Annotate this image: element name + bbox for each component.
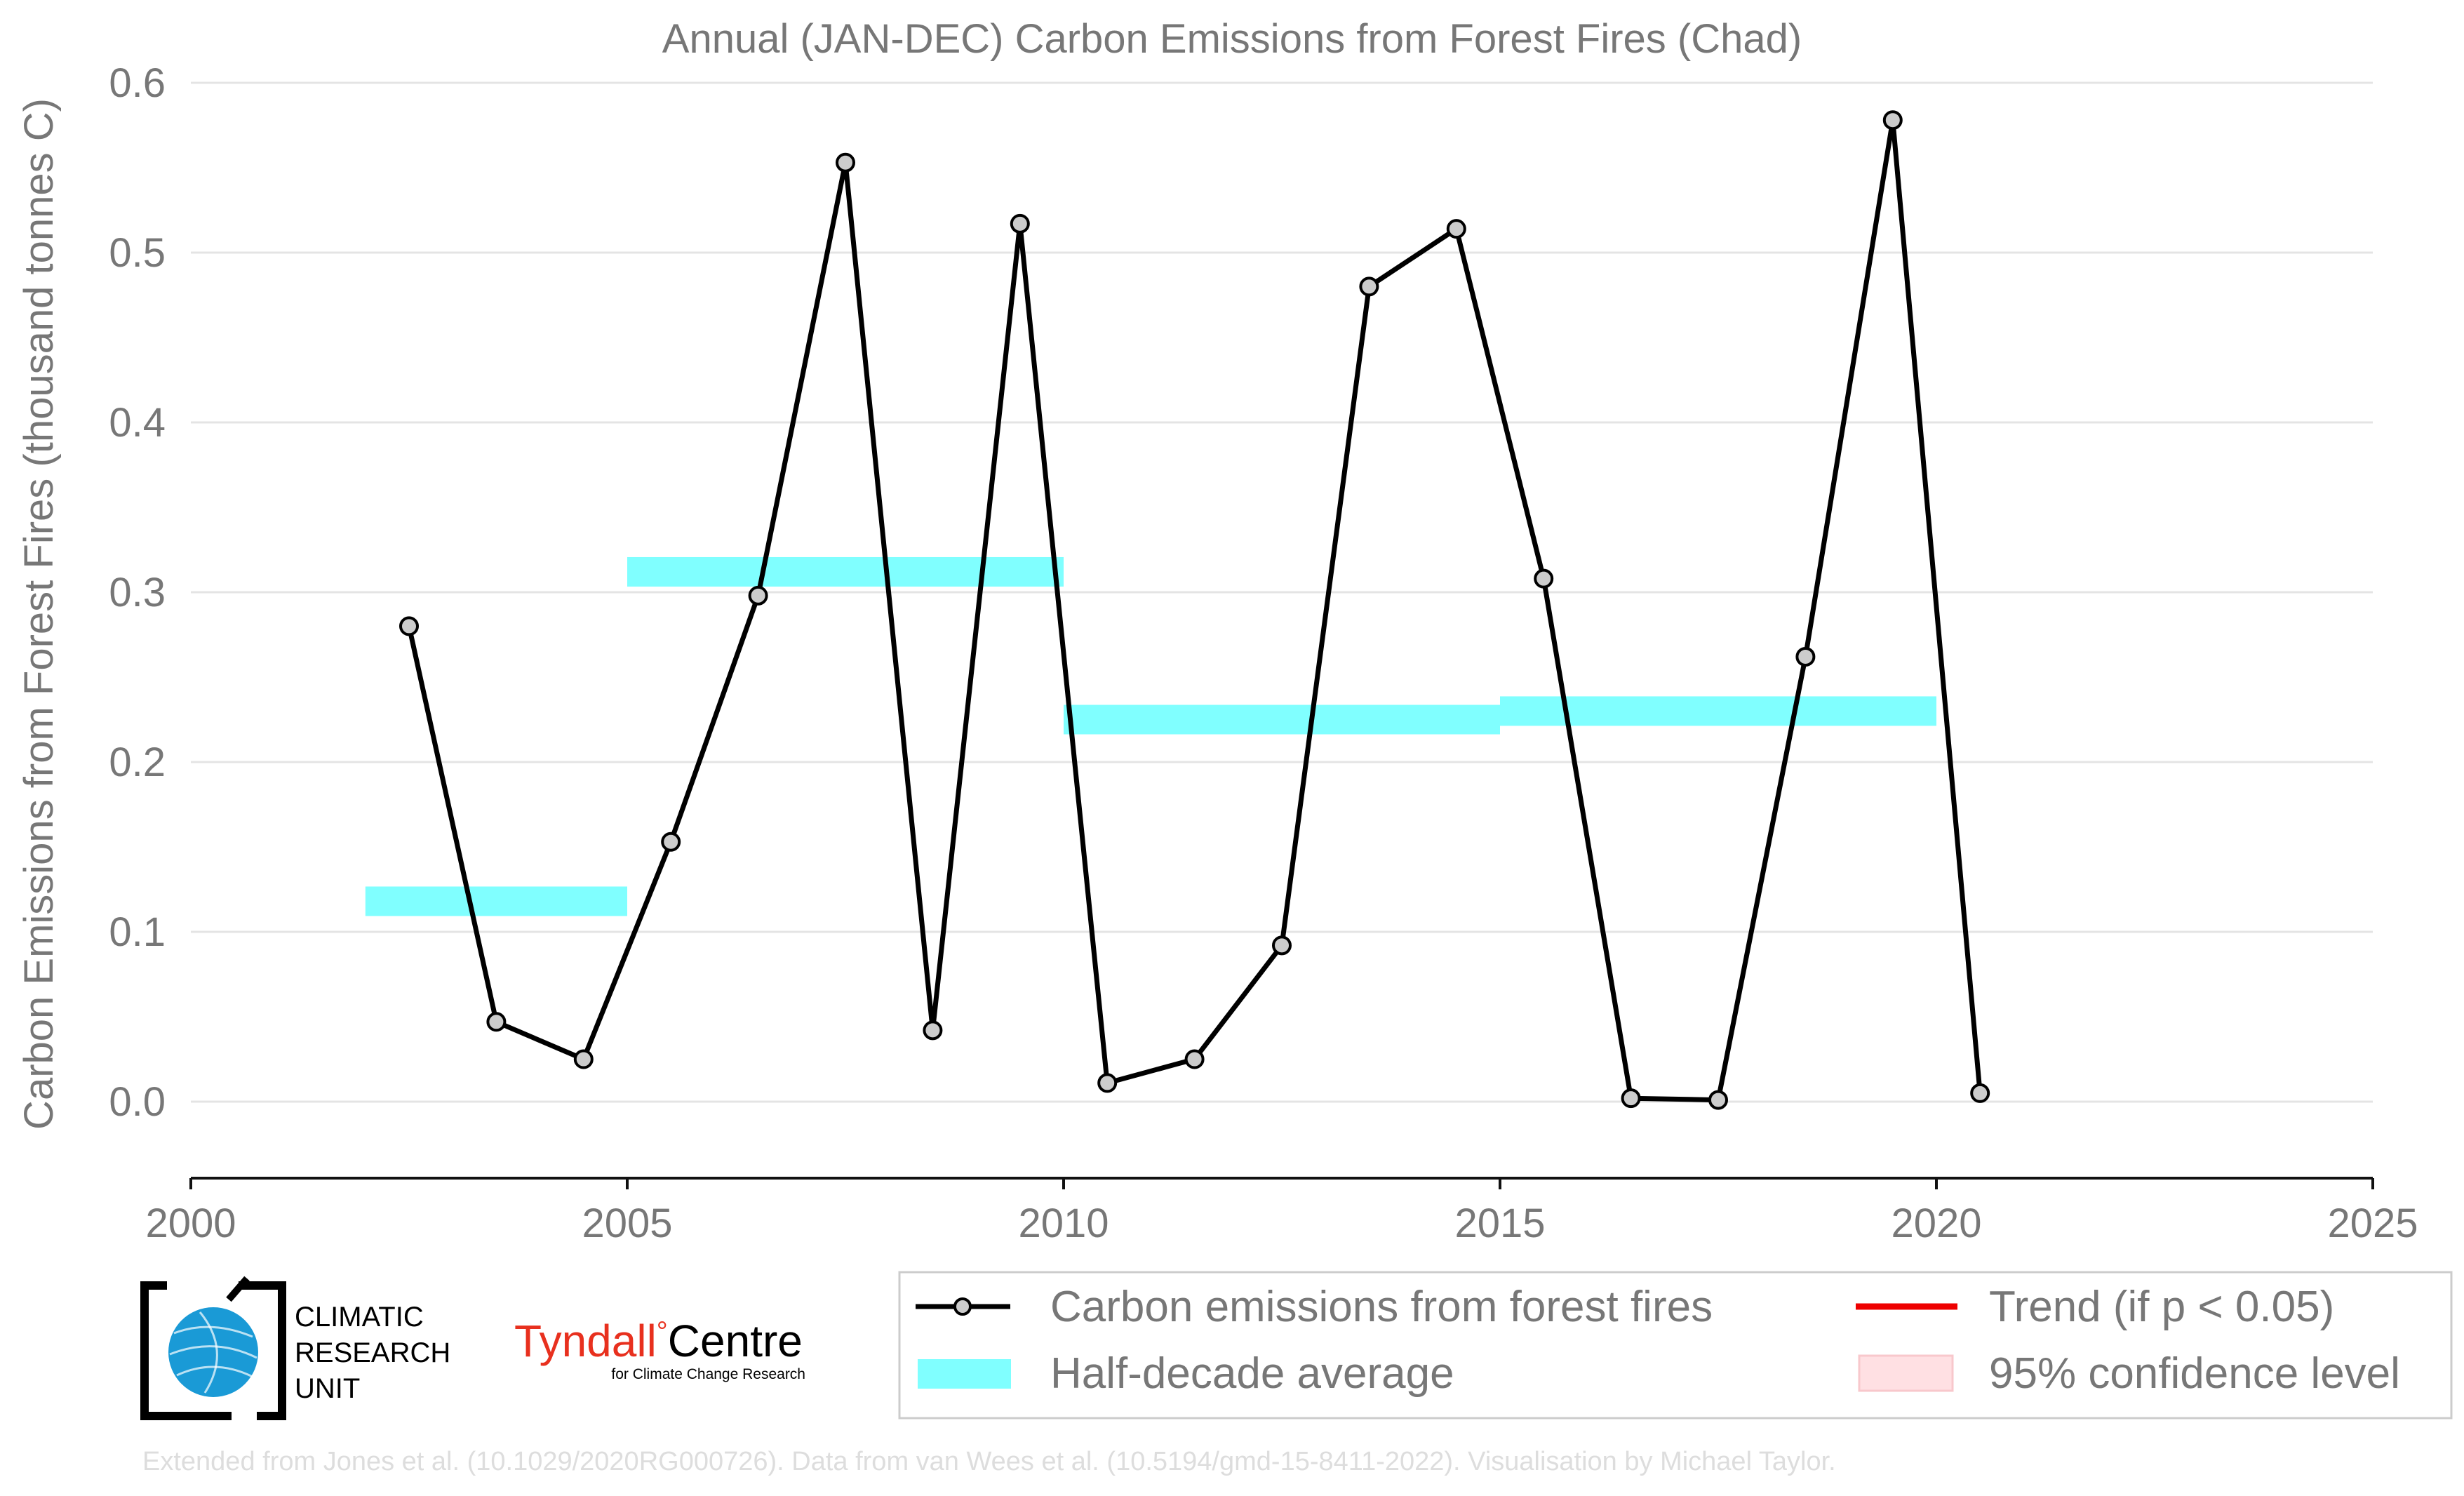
legend-label-emissions: Carbon emissions from forest fires <box>1050 1283 1713 1331</box>
cru-logo-text-1: CLIMATIC <box>295 1302 424 1333</box>
y-tick-label: 0.2 <box>109 740 166 785</box>
data-point <box>923 1020 943 1041</box>
legend-label-trend: Trend (if p < 0.05) <box>1989 1283 2334 1331</box>
half-decade-average-bands <box>365 556 1936 916</box>
data-point <box>1708 1090 1728 1110</box>
half-decade-average-band <box>365 886 627 916</box>
half-decade-average-band <box>627 556 1064 587</box>
legend-item-confidence: 95% confidence level <box>1858 1349 2400 1398</box>
x-tick-label: 2015 <box>1454 1201 1545 1246</box>
data-point <box>1446 219 1466 239</box>
half-decade-average-band <box>1500 696 1936 726</box>
legend: Carbon emissions from forest fires Trend… <box>898 1271 2453 1420</box>
cru-logo-slash <box>226 1276 250 1302</box>
y-tick-label: 0.4 <box>109 400 166 446</box>
cru-logo: CLIMATIC RESEARCH UNIT <box>140 1276 450 1420</box>
data-point <box>661 832 681 852</box>
legend-label-half-decade: Half-decade average <box>1050 1349 1454 1398</box>
y-axis-label: Carbon Emissions from Forest Fires (thou… <box>16 98 62 1130</box>
x-tick-label: 2000 <box>145 1201 236 1246</box>
footer-credits: Extended from Jones et al. (10.1029/2020… <box>142 1447 1836 1476</box>
y-tick-label: 0.5 <box>109 230 166 276</box>
data-point <box>1184 1049 1205 1069</box>
data-point <box>748 585 768 606</box>
legend-frame <box>898 1271 2453 1420</box>
legend-item-trend: Trend (if p < 0.05) <box>1856 1283 2334 1331</box>
x-tick-label: 2025 <box>2327 1201 2418 1246</box>
y-tick-label: 0.1 <box>109 909 166 955</box>
data-point <box>399 616 419 636</box>
data-point <box>836 152 855 173</box>
data-point <box>1882 110 1903 131</box>
tyndall-logo: Tyndall°Centre for Climate Change Resear… <box>514 1316 805 1382</box>
chart-title: Annual (JAN-DEC) Carbon Emissions from F… <box>662 16 1802 62</box>
legend-marker-swatch <box>953 1297 972 1316</box>
half-decade-average-band <box>1064 704 1500 735</box>
data-point <box>1795 646 1816 667</box>
data-point <box>1359 276 1379 297</box>
x-ticks: 2000 2005 2010 2015 2020 2025 <box>145 1178 2418 1246</box>
legend-band-swatch <box>918 1359 1011 1389</box>
y-tick-label: 0.6 <box>109 60 166 106</box>
legend-confidence-swatch <box>1858 1354 1954 1392</box>
data-point <box>1010 213 1030 234</box>
data-point <box>486 1012 507 1032</box>
legend-label-confidence: 95% confidence level <box>1989 1349 2400 1398</box>
tyndall-subtitle: for Climate Change Research <box>611 1366 805 1382</box>
data-point <box>1970 1083 1990 1103</box>
grid-lines <box>191 81 2373 1103</box>
legend-item-emissions: Carbon emissions from forest fires <box>916 1283 1713 1331</box>
data-point <box>1534 568 1554 589</box>
globe-icon <box>168 1307 258 1397</box>
cru-logo-text-2: RESEARCH <box>295 1337 450 1368</box>
y-tick-labels: 0.0 0.1 0.2 0.3 0.4 0.5 0.6 <box>109 60 166 1125</box>
y-tick-label: 0.0 <box>109 1079 166 1125</box>
emissions-series <box>399 110 1990 1110</box>
x-tick-label: 2020 <box>1891 1201 1981 1246</box>
cru-logo-frame <box>140 1281 286 1420</box>
data-point <box>1097 1073 1118 1093</box>
data-point <box>1621 1088 1641 1109</box>
x-tick-label: 2005 <box>582 1201 672 1246</box>
legend-item-half-decade: Half-decade average <box>918 1349 1454 1398</box>
y-tick-label: 0.3 <box>109 570 166 615</box>
data-point <box>1272 935 1292 956</box>
x-tick-label: 2010 <box>1018 1201 1109 1246</box>
tyndall-wordmark: Tyndall°Centre <box>514 1316 803 1366</box>
data-point <box>573 1049 594 1069</box>
emissions-line <box>406 117 1983 1103</box>
cru-logo-text-3: UNIT <box>295 1373 360 1404</box>
